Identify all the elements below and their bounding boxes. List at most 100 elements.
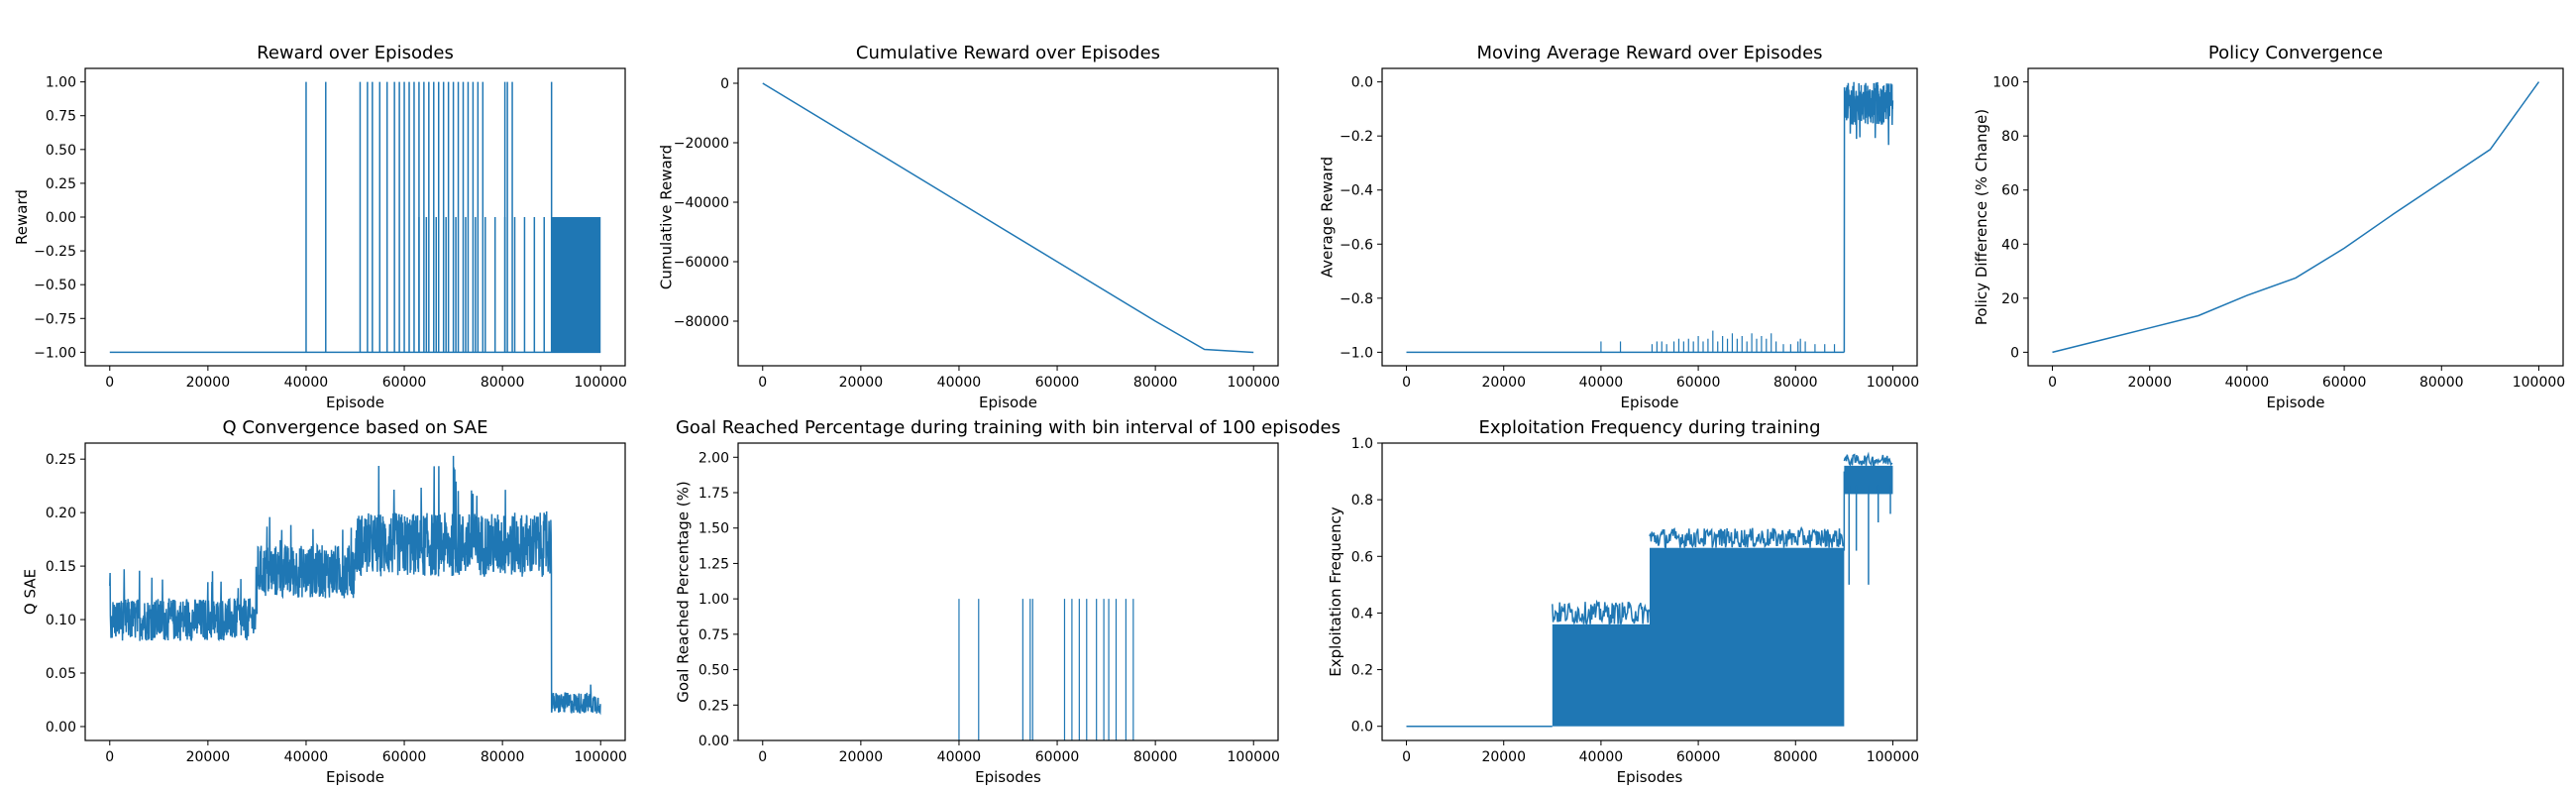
y-tick-label: 1.25: [698, 556, 729, 572]
subplot-5: 0 20000 40000 60000 80000 100000 0.00 0.05 0.10 0…: [22, 417, 627, 786]
y-tick-label: 0.50: [46, 143, 76, 159]
chart-title: Policy Convergence: [2208, 43, 2383, 63]
y-tick-label: 80: [2001, 129, 2019, 145]
y-tick-label: 2.00: [698, 450, 729, 466]
series-line: [762, 82, 1254, 354]
x-tick-label: 40000: [937, 749, 982, 765]
y-axis-label: Goal Reached Percentage (%): [675, 481, 693, 702]
x-tick-label: 100000: [1867, 375, 1919, 391]
y-axis-label: Policy Difference (% Change): [1973, 109, 1990, 325]
x-tick-label: 100000: [575, 375, 627, 391]
exploit-upper-noise: [1552, 599, 1651, 627]
plot-area: [1406, 451, 1893, 728]
x-tick-label: 0: [105, 749, 114, 765]
x-axis-label: Episodes: [975, 768, 1041, 786]
x-tick-label: 100000: [1867, 749, 1919, 765]
x-tick-label: 40000: [1579, 375, 1624, 391]
y-tick-label: 0.20: [46, 506, 76, 521]
chart-title: Goal Reached Percentage during training …: [676, 417, 1341, 438]
x-tick-label: 80000: [2419, 375, 2464, 391]
y-tick-label: 0.4: [1351, 606, 1373, 622]
x-tick-label: 80000: [1133, 375, 1178, 391]
subplot-2: 0 20000 40000 60000 80000 100000 0 −20000 −40000…: [657, 43, 1280, 411]
y-tick-label: 0.00: [698, 734, 729, 749]
y-tick-label: −40000: [674, 195, 729, 211]
x-tick-label: 20000: [1481, 375, 1526, 391]
subplot-4: 0 20000 40000 60000 80000 100000 0 20 40 60 80 100 P…: [1973, 43, 2565, 411]
avg-plateau: [1843, 81, 1894, 353]
y-tick-label: −0.25: [34, 244, 76, 260]
y-tick-label: 1.00: [698, 592, 729, 608]
y-tick-label: 0.0: [1351, 75, 1373, 91]
y-tick-label: −1.0: [1340, 345, 1373, 361]
y-tick-label: 0.00: [46, 210, 76, 226]
x-tick-label: 20000: [1481, 749, 1526, 765]
y-axis-label: Cumulative Reward: [657, 145, 675, 289]
x-tick-label: 0: [105, 375, 114, 391]
x-tick-label: 40000: [284, 749, 329, 765]
exploit-upper-noise: [1649, 525, 1845, 551]
y-tick-label: −0.6: [1340, 237, 1373, 253]
y-tick-label: 0.00: [46, 720, 76, 736]
x-axis-label: Episode: [2267, 394, 2325, 411]
axes-frame: [737, 67, 1279, 367]
x-tick-label: 80000: [481, 375, 525, 391]
x-tick-label: 40000: [284, 375, 329, 391]
x-tick-label: 20000: [839, 375, 884, 391]
y-tick-label: −1.00: [34, 345, 76, 361]
y-tick-label: 0.15: [46, 559, 76, 575]
x-axis-label: Episodes: [1617, 768, 1683, 786]
x-tick-label: 40000: [2225, 375, 2270, 391]
y-tick-label: −80000: [674, 314, 729, 330]
y-tick-label: 0.25: [698, 698, 729, 714]
exploit-band: [1552, 623, 1650, 727]
plot-area: [958, 599, 1134, 740]
exploit-upper-noise: [1843, 451, 1893, 467]
y-tick-label: 0.25: [46, 176, 76, 192]
y-tick-label: 100: [1992, 75, 2019, 91]
y-tick-label: −0.4: [1340, 183, 1373, 199]
y-tick-label: 0.10: [46, 613, 76, 628]
plot-area: [2052, 81, 2540, 354]
x-tick-label: 60000: [1676, 749, 1721, 765]
x-tick-label: 100000: [575, 749, 627, 765]
x-axis-label: Episode: [979, 394, 1037, 411]
axes-frame: [737, 442, 1279, 741]
y-axis-label: Reward: [13, 189, 31, 245]
x-tick-label: 40000: [1579, 749, 1624, 765]
y-tick-label: 0: [2010, 345, 2019, 361]
y-tick-label: 1.00: [46, 75, 76, 91]
y-axis-label: Exploitation Frequency: [1327, 507, 1344, 677]
chart-title: Reward over Episodes: [257, 43, 454, 63]
y-tick-label: 0.0: [1351, 720, 1373, 736]
y-tick-label: 0: [720, 76, 729, 92]
x-tick-label: 80000: [1773, 375, 1818, 391]
plot-area: [109, 81, 601, 354]
plot-area: [109, 455, 601, 716]
x-tick-label: 20000: [2127, 375, 2172, 391]
y-tick-label: 1.0: [1351, 436, 1373, 452]
x-tick-label: 60000: [1676, 375, 1721, 391]
x-tick-label: 20000: [186, 375, 231, 391]
x-tick-label: 0: [758, 375, 767, 391]
x-tick-label: 60000: [2322, 375, 2367, 391]
x-axis-label: Episode: [326, 768, 384, 786]
x-tick-label: 60000: [1035, 749, 1080, 765]
subplot-6: 0 20000 40000 60000 80000 100000 0.00 0.25 0.50 0…: [675, 417, 1341, 786]
x-axis-label: Episode: [1621, 394, 1679, 411]
y-tick-label: 40: [2001, 237, 2019, 253]
y-tick-label: 0.75: [698, 627, 729, 643]
y-tick-label: −0.50: [34, 278, 76, 293]
y-tick-label: −20000: [674, 136, 729, 152]
x-tick-label: 0: [1402, 749, 1411, 765]
reward-dense-band: [551, 217, 601, 353]
y-tick-label: 20: [2001, 291, 2019, 307]
subplot-7: 0 20000 40000 60000 80000 100000 0.0 0.2 0.4 0.6 0…: [1327, 417, 1919, 786]
x-tick-label: 100000: [1228, 749, 1280, 765]
y-tick-label: 0.75: [46, 109, 76, 125]
series-line: [2052, 81, 2540, 354]
y-tick-label: 60: [2001, 183, 2019, 199]
x-tick-label: 0: [758, 749, 767, 765]
axes-frame: [2027, 67, 2564, 367]
